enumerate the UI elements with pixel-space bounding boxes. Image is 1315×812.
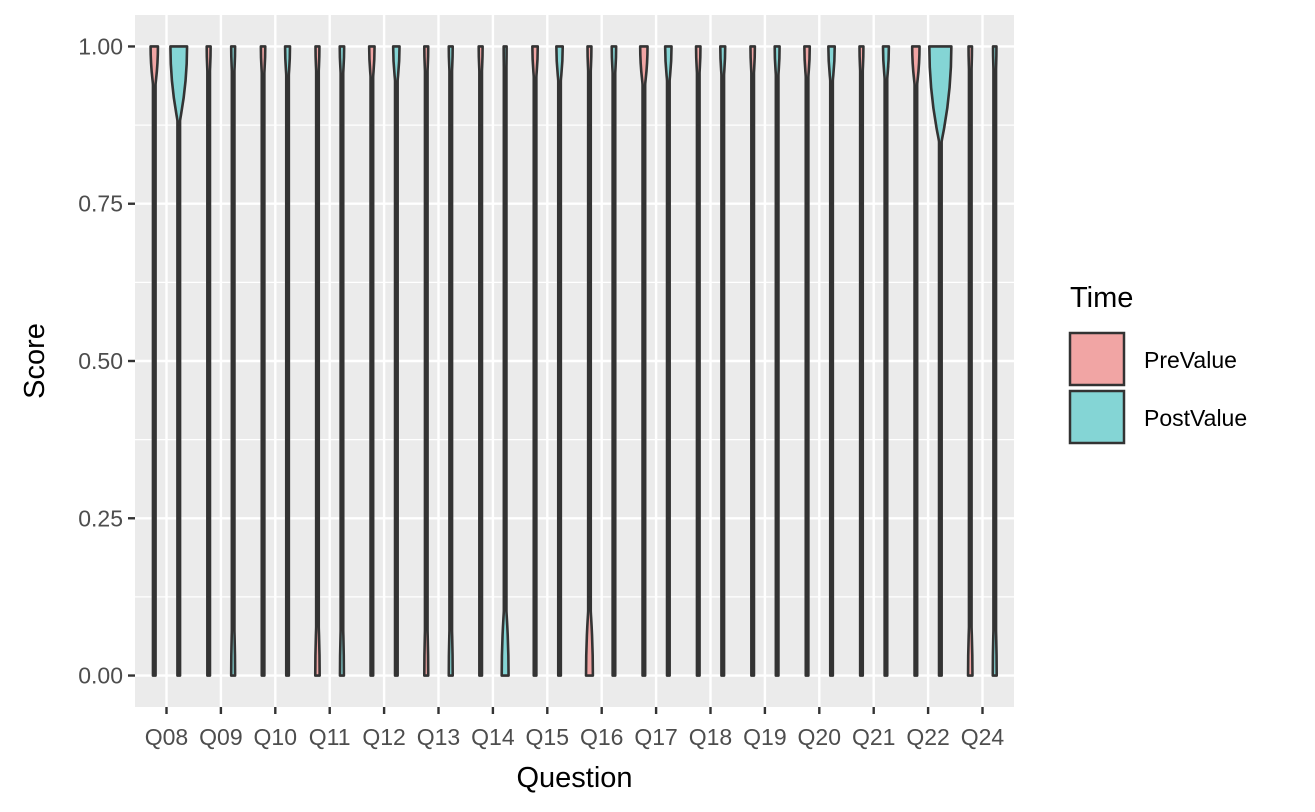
violins — [149, 45, 998, 677]
y-tick-label: 0.00 — [78, 663, 123, 689]
violin-postvalue-q15 — [555, 45, 565, 677]
violin-postvalue-q17 — [663, 45, 673, 677]
x-tick-label: Q10 — [254, 724, 297, 750]
violin-prevalue-q18 — [694, 45, 702, 677]
violin-prevalue-q10 — [259, 45, 267, 677]
y-axis: 0.00 0.25 0.50 0.75 1.00 — [78, 33, 135, 689]
x-tick-label: Q14 — [471, 724, 515, 750]
violin-prevalue-q11 — [313, 45, 321, 677]
x-tick-label: Q11 — [309, 724, 351, 750]
violin-postvalue-q19 — [773, 45, 781, 677]
x-axis: Q08 Q09 Q10 Q11 Q12 Q13 Q14 Q15 Q16 Q17 Q18 Q19 Q20 Q… — [145, 707, 1005, 750]
x-tick-label: Q19 — [743, 724, 786, 750]
x-tick-label: Q13 — [417, 724, 460, 750]
legend-key-prevalue — [1068, 331, 1126, 387]
x-tick-label: Q15 — [526, 724, 569, 750]
violin-postvalue-q24 — [991, 45, 998, 677]
x-tick-label: Q17 — [634, 724, 677, 750]
violin-postvalue-q11 — [338, 45, 346, 677]
x-tick-label: Q12 — [362, 724, 405, 750]
violin-postvalue-q14 — [500, 45, 510, 677]
violin-postvalue-q22 — [928, 45, 953, 677]
violin-postvalue-q09 — [229, 45, 237, 677]
violin-prevalue-q19 — [749, 45, 757, 677]
violin-prevalue-q21 — [858, 45, 865, 677]
violin-postvalue-q10 — [283, 45, 292, 677]
x-axis-title: Question — [516, 762, 632, 794]
violin-prevalue-q15 — [531, 45, 540, 677]
violin-postvalue-q20 — [827, 45, 837, 677]
violin-prevalue-q20 — [803, 45, 812, 677]
legend-label-postvalue: PostValue — [1144, 405, 1247, 431]
x-tick-label: Q16 — [580, 724, 623, 750]
violin-postvalue-q12 — [391, 45, 401, 677]
legend-key-postvalue — [1068, 389, 1126, 445]
legend: Time PreValue PostValue — [1068, 282, 1247, 445]
y-tick-label: 0.50 — [78, 348, 123, 374]
x-tick-label: Q20 — [798, 724, 841, 750]
violin-prevalue-q12 — [367, 45, 376, 677]
violin-prevalue-q09 — [205, 45, 212, 677]
grid-major — [135, 15, 1014, 707]
violin-postvalue-q18 — [718, 45, 727, 677]
grid-minor — [135, 124, 1014, 598]
y-axis-title: Score — [19, 323, 51, 399]
violin-prevalue-q14 — [477, 45, 484, 677]
violin-prevalue-q24 — [966, 45, 974, 677]
violin-prevalue-q17 — [638, 45, 649, 677]
violin-prevalue-q08 — [149, 45, 160, 677]
violin-postvalue-q16 — [610, 45, 618, 677]
violin-postvalue-q08 — [169, 45, 189, 677]
x-tick-label: Q08 — [145, 724, 188, 750]
legend-label-prevalue: PreValue — [1144, 347, 1237, 373]
x-tick-label: Q24 — [961, 724, 1005, 750]
violin-prevalue-q22 — [910, 45, 921, 677]
violin-prevalue-q13 — [423, 45, 430, 677]
x-tick-label: Q22 — [906, 724, 949, 750]
x-tick-label: Q18 — [689, 724, 732, 750]
x-tick-label: Q21 — [852, 724, 895, 750]
y-tick-label: 0.75 — [78, 191, 123, 217]
x-tick-label: Q09 — [199, 724, 242, 750]
violin-prevalue-q16 — [584, 45, 595, 677]
y-tick-label: 1.00 — [78, 33, 123, 59]
violin-postvalue-q13 — [447, 45, 454, 677]
legend-title: Time — [1070, 282, 1133, 314]
violin-postvalue-q21 — [881, 45, 891, 677]
y-tick-label: 0.25 — [78, 505, 123, 531]
